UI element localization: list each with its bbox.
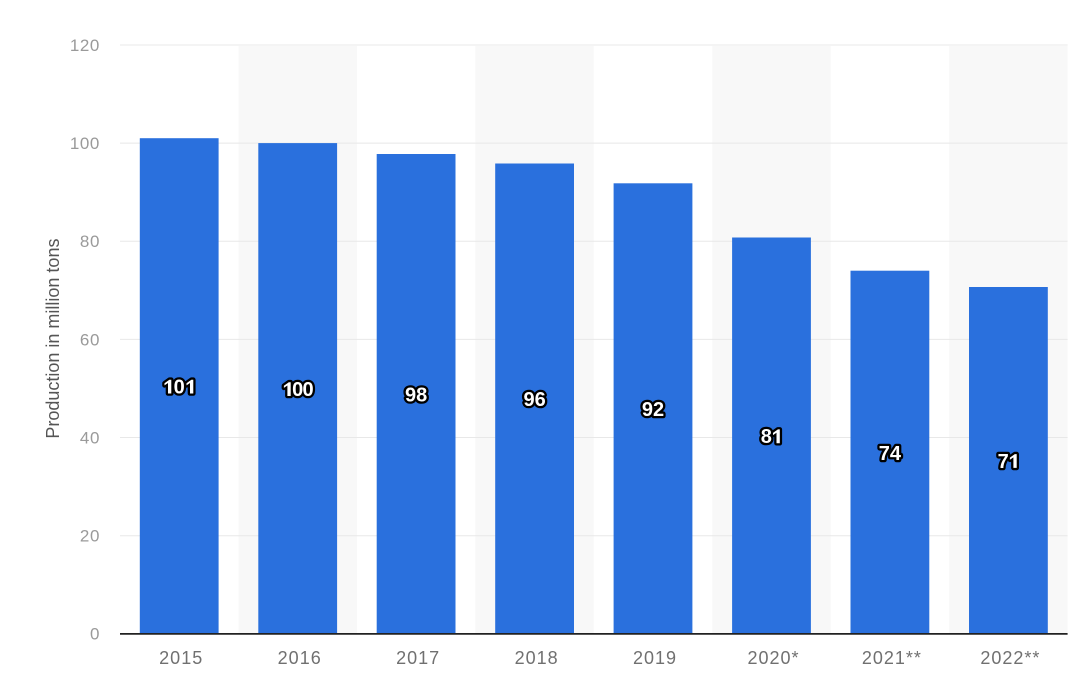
svg-text:2022**: 2022**	[980, 648, 1040, 668]
svg-text:2017: 2017	[396, 648, 440, 668]
svg-text:2019: 2019	[633, 648, 677, 668]
svg-text:92: 92	[642, 399, 664, 421]
svg-text:96: 96	[523, 389, 545, 411]
svg-text:0: 0	[303, 379, 314, 401]
svg-text:Production in million tons: Production in million tons	[43, 239, 63, 439]
svg-text:0: 0	[292, 379, 303, 401]
svg-text:7: 7	[998, 451, 1009, 473]
svg-text:2015: 2015	[159, 648, 203, 668]
svg-text:40: 40	[80, 428, 100, 447]
svg-text:120: 120	[70, 36, 100, 55]
svg-text:2016: 2016	[278, 648, 322, 668]
svg-text:0: 0	[292, 379, 303, 401]
svg-text:0: 0	[303, 379, 314, 401]
svg-text:60: 60	[80, 330, 100, 349]
svg-text:100: 100	[70, 134, 100, 153]
svg-text:8: 8	[761, 426, 772, 448]
svg-text:80: 80	[80, 232, 100, 251]
svg-text:8: 8	[761, 426, 772, 448]
svg-text:20: 20	[80, 527, 100, 546]
svg-text:2020*: 2020*	[747, 648, 799, 668]
svg-text:0: 0	[90, 625, 100, 644]
svg-text:7: 7	[998, 451, 1009, 473]
svg-text:0: 0	[174, 377, 185, 399]
svg-text:2018: 2018	[515, 648, 559, 668]
svg-text:74: 74	[879, 443, 902, 465]
svg-text:98: 98	[405, 384, 427, 406]
svg-text:2021**: 2021**	[862, 648, 922, 668]
svg-text:0: 0	[174, 377, 185, 399]
